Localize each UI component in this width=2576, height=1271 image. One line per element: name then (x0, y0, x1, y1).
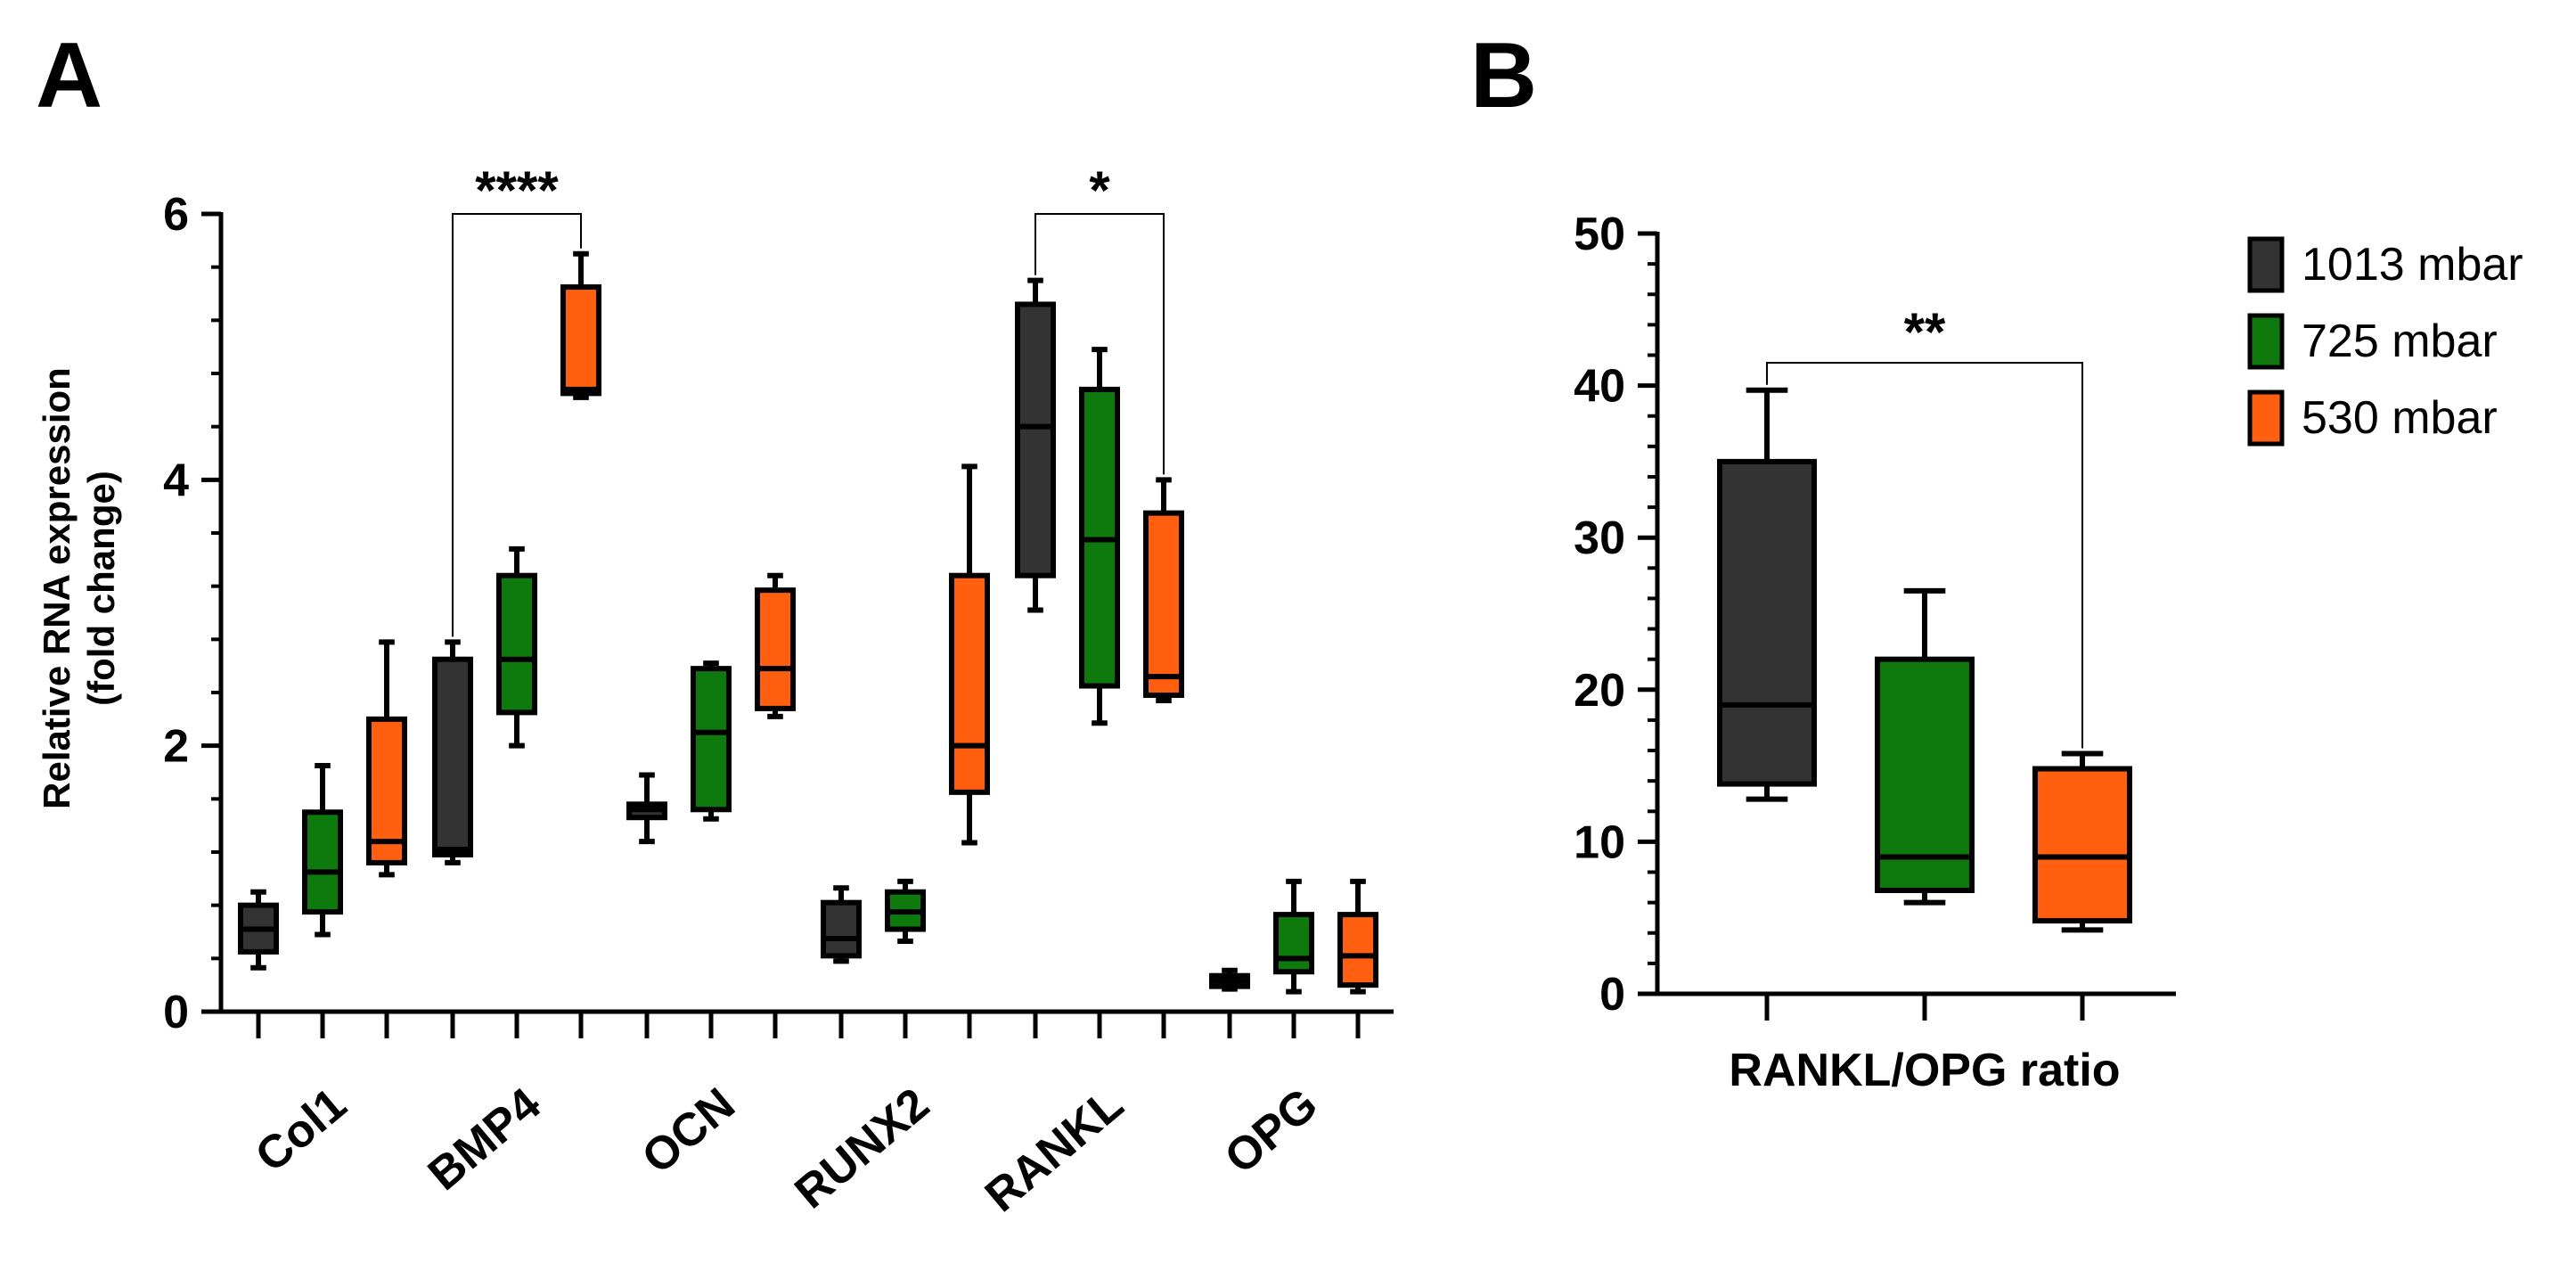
legend-label-1: 725 mbar (2302, 316, 2498, 367)
legend: 1013 mbar 725 mbar 530 mbar (2247, 236, 2523, 447)
y-tick-label-0: 0 (163, 987, 189, 1038)
significance-label-0: **** (475, 160, 559, 220)
box-col1-series-2 (366, 639, 407, 878)
box-col1-series-1-box (302, 809, 343, 915)
box-bmp4-series-1 (496, 545, 537, 749)
box-opg-series-1-box (1273, 912, 1314, 975)
b-box-series-2-box (2032, 766, 2132, 924)
box-ocn-series-0 (626, 772, 667, 845)
box-rankl-series-0-box (1015, 301, 1056, 578)
box-ocn-series-2 (755, 572, 796, 719)
box-ocn-series-1-box (691, 666, 732, 813)
b-y-tick-label-20: 20 (1574, 665, 1625, 717)
box-runx2-series-0-box (821, 899, 862, 959)
panel-a-ylabel: Relative RNA expression (fold change) (36, 367, 122, 809)
box-bmp4-series-0-box (432, 656, 473, 857)
b-y-tick-label-0: 0 (1599, 969, 1625, 1021)
category-label-ocn: OCN (633, 1078, 745, 1185)
box-rankl-series-0 (1015, 277, 1056, 613)
box-opg-series-0 (1209, 967, 1250, 992)
box-bmp4-series-1-box (496, 572, 537, 716)
box-bmp4-series-2-box (560, 284, 601, 397)
category-label-bmp4: BMP4 (419, 1078, 551, 1201)
box-rankl-series-1 (1079, 347, 1120, 726)
ylabel-line-2: (fold change) (80, 471, 122, 706)
box-opg-series-1 (1273, 878, 1314, 995)
box-opg-series-2-box (1337, 912, 1378, 988)
box-runx2-series-0 (821, 885, 862, 964)
box-runx2-series-2-box (949, 572, 990, 795)
b-box-series-1 (1875, 587, 1975, 906)
b-box-series-0 (1717, 387, 1817, 802)
category-label-runx2: RUNX2 (785, 1078, 938, 1219)
category-label-rankl: RANKL (976, 1078, 1133, 1222)
box-runx2-series-2 (949, 463, 990, 846)
box-runx2-series-1 (885, 878, 926, 944)
box-col1-series-1 (302, 763, 343, 938)
significance-bracket-1 (1034, 213, 1165, 475)
b-box-series-0-box (1717, 458, 1817, 787)
b-box-series-2 (2032, 750, 2132, 933)
legend-swatch-1 (2247, 313, 2285, 370)
panel-b-chart: 0 10 20 30 40 50 ** (1574, 209, 2176, 1021)
panel-b-label: B (1470, 24, 1537, 127)
y-tick-label-2: 2 (163, 721, 189, 773)
panel-b-xlabel: RANKL/OPG ratio (1729, 1045, 2120, 1096)
y-tick-label-4: 4 (163, 455, 189, 506)
box-col1-series-0 (238, 889, 279, 971)
category-label-col1: Col1 (246, 1078, 356, 1183)
box-rankl-series-2-box (1143, 510, 1184, 698)
legend-swatch-2 (2247, 390, 2285, 447)
box-opg-series-2 (1337, 878, 1378, 995)
box-bmp4-series-0 (432, 639, 473, 865)
significance-bracket-0 (452, 213, 582, 637)
panel-a-label: A (36, 24, 102, 127)
b-y-tick-label-30: 30 (1574, 512, 1625, 564)
b-y-tick-label-40: 40 (1574, 361, 1625, 413)
b-significance-bracket-0 (1766, 362, 2083, 749)
legend-label-2: 530 mbar (2302, 392, 2498, 444)
legend-swatch-0 (2247, 236, 2285, 293)
legend-label-0: 1013 mbar (2302, 239, 2523, 291)
b-y-tick-label-50: 50 (1574, 209, 1625, 260)
box-ocn-series-1 (691, 660, 732, 822)
b-significance-label-0: ** (1904, 302, 1946, 362)
ylabel-line-1: Relative RNA expression (36, 367, 78, 809)
b-y-tick-label-10: 10 (1574, 816, 1625, 868)
b-box-series-1-box (1875, 656, 1975, 893)
significance-label-1: * (1089, 160, 1110, 220)
y-tick-label-6: 6 (163, 189, 189, 241)
box-ocn-series-2-box (755, 587, 796, 711)
box-rankl-series-2 (1143, 477, 1184, 703)
category-label-opg: OPG (1215, 1078, 1328, 1185)
box-bmp4-series-2 (560, 250, 601, 400)
